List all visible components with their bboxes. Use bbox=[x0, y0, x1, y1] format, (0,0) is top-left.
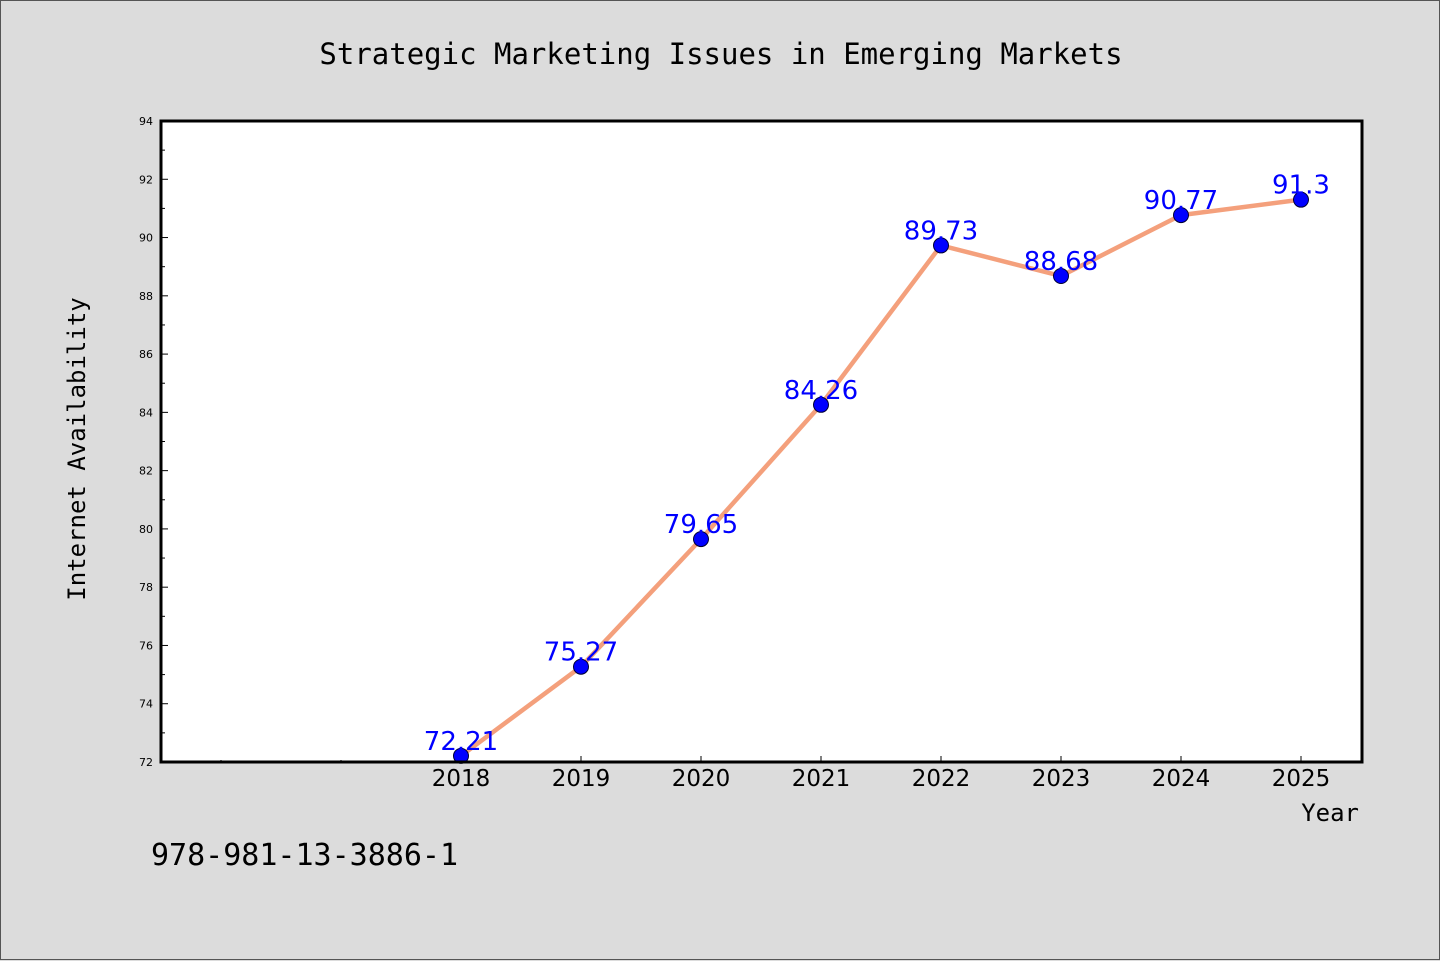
isbn-text: 978-981-13-3886-1 bbox=[151, 838, 458, 873]
data-label: 91.3 bbox=[1272, 171, 1330, 201]
y-tick-label: 88 bbox=[139, 290, 153, 303]
data-point bbox=[1053, 268, 1069, 285]
y-tick-label: 86 bbox=[139, 348, 153, 361]
y-axis-label: Internet Availability bbox=[63, 297, 91, 600]
data-point bbox=[933, 237, 949, 254]
y-tick-label: 82 bbox=[139, 465, 153, 478]
x-axis-label: Year bbox=[1301, 799, 1359, 827]
data-label: 79.65 bbox=[664, 510, 738, 540]
data-label: 89.73 bbox=[904, 216, 978, 246]
data-point bbox=[573, 658, 589, 675]
chart-title: Strategic Marketing Issues in Emerging M… bbox=[319, 37, 1122, 71]
series-line bbox=[459, 197, 1302, 758]
y-tick-label: 94 bbox=[139, 115, 153, 128]
y-tick-label: 84 bbox=[139, 406, 153, 419]
plot-border bbox=[159, 119, 1364, 764]
y-tick-label: 80 bbox=[139, 523, 153, 536]
series-markers bbox=[453, 191, 1309, 764]
x-tick-label: 2024 bbox=[1152, 766, 1211, 792]
y-tick-label: 92 bbox=[139, 173, 153, 186]
x-tick-label: 2025 bbox=[1272, 766, 1331, 792]
y-tick-label: 72 bbox=[139, 756, 153, 769]
x-tick-label: 2022 bbox=[912, 766, 971, 792]
x-axis: 2018 2019 2020 2021 2022 2023 2024 2025 bbox=[220, 756, 1331, 792]
y-tick-label: 76 bbox=[139, 639, 153, 652]
y-tick-label: 78 bbox=[139, 581, 153, 594]
data-label: 75.27 bbox=[544, 638, 618, 668]
data-label: 88.68 bbox=[1024, 247, 1098, 277]
data-point bbox=[1293, 191, 1309, 208]
y-axis: 72 74 76 78 80 82 84 86 88 90 92 94 bbox=[139, 115, 168, 769]
y-tick-label: 74 bbox=[139, 698, 153, 711]
y-tick-label: 90 bbox=[139, 232, 153, 245]
x-tick-label: 2019 bbox=[552, 766, 611, 792]
data-point bbox=[1173, 207, 1189, 224]
data-point bbox=[813, 396, 829, 413]
x-tick-label: 2023 bbox=[1032, 766, 1091, 792]
data-label: 90.77 bbox=[1144, 186, 1218, 216]
x-tick-label: 2020 bbox=[672, 766, 731, 792]
data-label: 84.26 bbox=[784, 376, 858, 406]
x-tick-label: 2021 bbox=[792, 766, 851, 792]
data-labels: 72.21 75.27 79.65 84.26 89.73 88.68 90.77 91.3 bbox=[424, 171, 1330, 757]
data-label: 72.21 bbox=[424, 727, 498, 757]
plot-area bbox=[161, 121, 1362, 762]
data-point bbox=[693, 531, 709, 548]
x-tick-label: 2018 bbox=[432, 766, 491, 792]
